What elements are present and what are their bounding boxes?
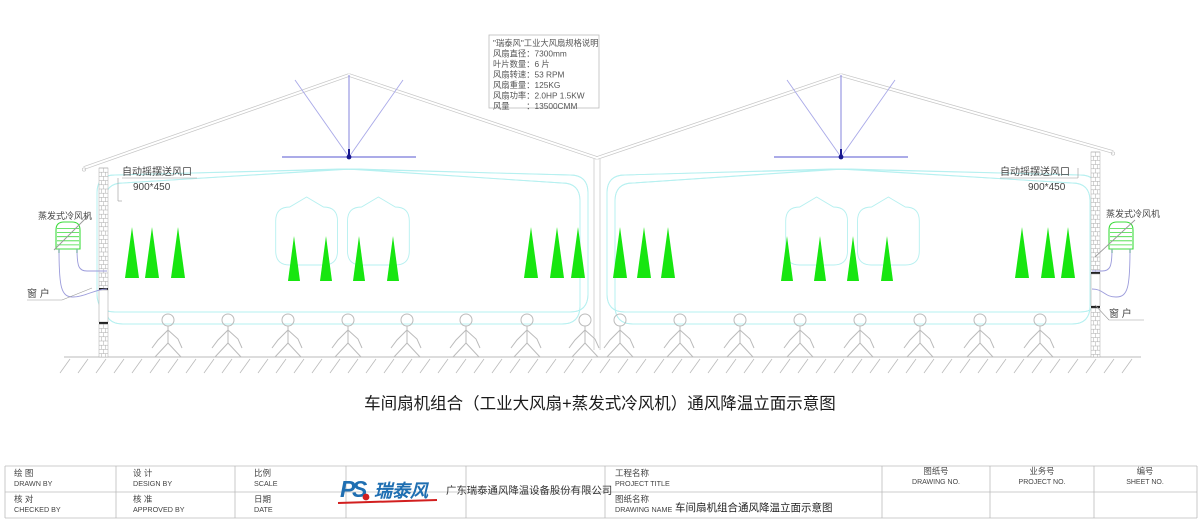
svg-text:自动摇摆送风口: 自动摇摆送风口: [122, 165, 192, 178]
svg-text:DATE: DATE: [254, 505, 273, 514]
svg-text:瑞泰风: 瑞泰风: [374, 481, 430, 501]
svg-text:工程名称: 工程名称: [615, 468, 650, 478]
svg-text:蒸发式冷风机: 蒸发式冷风机: [38, 210, 92, 221]
svg-text:图纸名称: 图纸名称: [615, 494, 650, 504]
svg-text:图纸号: 图纸号: [924, 466, 949, 476]
svg-text:绘 图: 绘 图: [14, 468, 33, 478]
svg-text:SHEET NO.: SHEET NO.: [1126, 479, 1164, 486]
svg-text:自动摇摆送风口: 自动摇摆送风口: [1000, 165, 1070, 178]
svg-text:900*450: 900*450: [1028, 182, 1066, 193]
svg-text:CHECKED BY: CHECKED BY: [14, 505, 61, 514]
svg-text:窗 户: 窗 户: [1109, 307, 1132, 320]
svg-text:"瑞泰风"工业大风扇规格说明: "瑞泰风"工业大风扇规格说明: [493, 38, 598, 48]
svg-text:广东瑞泰通风降温设备股份有限公司: 广东瑞泰通风降温设备股份有限公司: [446, 484, 612, 497]
svg-text:叶片数量：6 片: 叶片数量：6 片: [493, 59, 550, 69]
svg-text:风扇功率：2.0HP 1.5KW: 风扇功率：2.0HP 1.5KW: [493, 91, 585, 101]
svg-text:车间扇机组合通风降温立面示意图: 车间扇机组合通风降温立面示意图: [675, 501, 833, 514]
svg-text:核 对: 核 对: [14, 494, 34, 504]
svg-text:APPROVED BY: APPROVED BY: [133, 505, 185, 514]
svg-text:编号: 编号: [1137, 466, 1154, 476]
svg-text:车间扇机组合（工业大风扇+蒸发式冷风机）通风降温立面示意图: 车间扇机组合（工业大风扇+蒸发式冷风机）通风降温立面示意图: [364, 394, 836, 413]
svg-text:风量 ：13500CMM: 风量 ：13500CMM: [493, 101, 577, 111]
svg-text:比例: 比例: [254, 468, 271, 478]
svg-text:业务号: 业务号: [1030, 466, 1055, 476]
svg-text:DRAWING NO.: DRAWING NO.: [912, 479, 960, 486]
svg-text:DRAWING NAME: DRAWING NAME: [615, 505, 672, 514]
svg-text:DESIGN BY: DESIGN BY: [133, 479, 172, 488]
svg-text:风扇重量：125KG: 风扇重量：125KG: [493, 80, 560, 90]
svg-text:PROJECT TITLE: PROJECT TITLE: [615, 479, 670, 488]
svg-text:蒸发式冷风机: 蒸发式冷风机: [1106, 208, 1160, 219]
svg-text:PROJECT NO.: PROJECT NO.: [1019, 479, 1066, 486]
svg-text:风扇转速：53 RPM: 风扇转速：53 RPM: [493, 70, 565, 80]
svg-text:风扇直径：7300mm: 风扇直径：7300mm: [493, 49, 567, 59]
svg-text:DRAWN BY: DRAWN BY: [14, 479, 53, 488]
svg-text:900*450: 900*450: [133, 182, 171, 193]
svg-text:SCALE: SCALE: [254, 479, 278, 488]
svg-text:日期: 日期: [254, 494, 271, 504]
svg-text:窗 户: 窗 户: [27, 287, 50, 300]
svg-text:核 准: 核 准: [133, 494, 153, 504]
svg-text:设 计: 设 计: [133, 468, 153, 478]
